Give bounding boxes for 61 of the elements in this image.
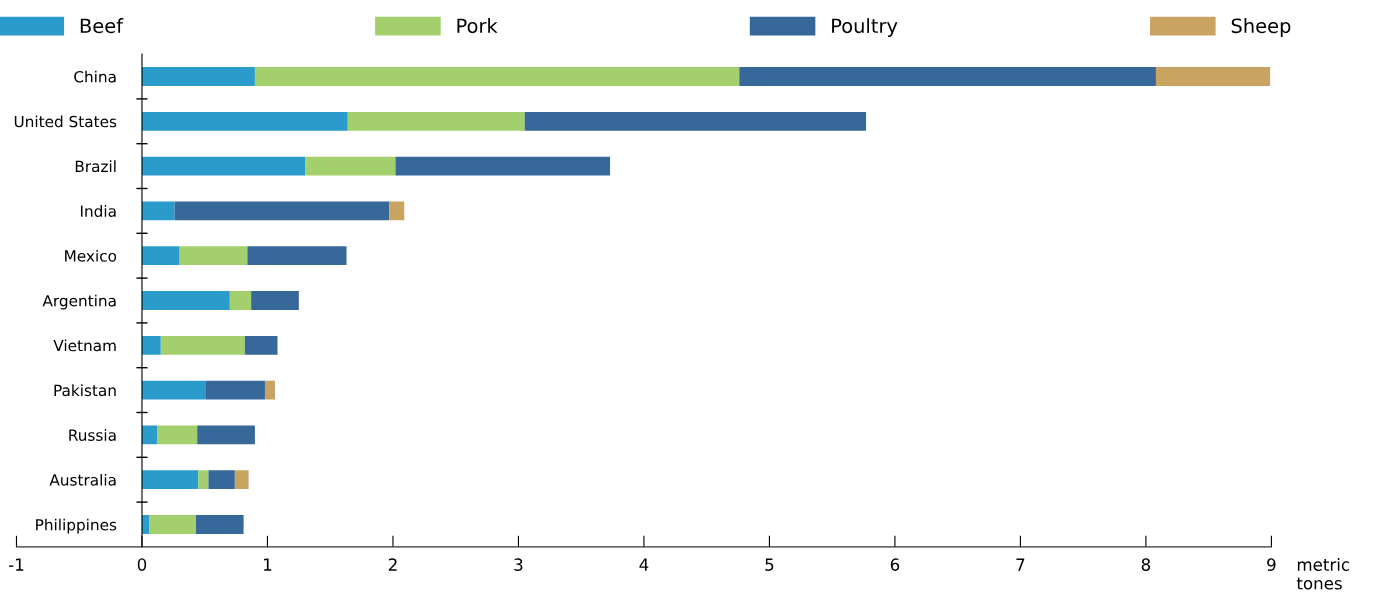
legend-label: Sheep (1231, 18, 1291, 37)
y-tick-label: China (74, 70, 116, 83)
bar (264, 380, 275, 400)
y-tick-label: Pakistan (54, 384, 116, 397)
bar (197, 425, 255, 445)
x-tick-label: 3 (514, 558, 523, 571)
x-tick-label: 6 (890, 558, 900, 571)
bar (347, 111, 525, 131)
legend-label: Poultry (832, 18, 898, 37)
x-tick-label: -1 (8, 558, 24, 571)
bar (141, 111, 348, 131)
bar (141, 246, 180, 266)
bar (174, 201, 390, 221)
y-tick-label: Argentina (42, 294, 116, 310)
x-tick-label: 9 (1267, 558, 1276, 571)
bar (395, 156, 611, 176)
legend-label: Beef (80, 18, 124, 34)
bar (141, 425, 158, 445)
bar (141, 335, 161, 355)
y-tick-label: Brazil (75, 160, 116, 173)
x-tick-label: 2 (388, 558, 397, 571)
y-tick-label: United States (14, 115, 117, 128)
legend-label: Pork (457, 18, 498, 34)
bar (141, 380, 206, 400)
bar (160, 335, 245, 355)
y-tick-label: Vietnam (53, 339, 116, 352)
bar (739, 67, 1156, 86)
y-tick-label: India (80, 205, 116, 217)
bar (234, 470, 249, 490)
bar (179, 246, 248, 266)
x-tick-label: 0 (137, 558, 147, 571)
bar (229, 291, 252, 310)
y-tick-label: Philippines (36, 518, 117, 534)
bar (141, 291, 230, 310)
y-tick-label: Mexico (65, 249, 117, 262)
bar (254, 67, 740, 86)
bar (524, 111, 867, 131)
x-axis-title: metric tones (1296, 558, 1350, 590)
bar (198, 470, 209, 490)
bar (141, 67, 255, 86)
bar (251, 291, 299, 310)
bar (141, 156, 306, 176)
bar (389, 201, 405, 221)
x-tick-label: 7 (1016, 558, 1025, 571)
x-tick-label: 4 (639, 558, 649, 571)
x-tick-label: 8 (1141, 558, 1151, 571)
x-tick-label: 5 (765, 558, 774, 571)
bar (149, 515, 196, 534)
bar (205, 380, 265, 400)
bar (141, 201, 175, 221)
bar (195, 515, 244, 534)
bar (247, 246, 347, 266)
bar (157, 425, 198, 445)
bar (1155, 67, 1271, 86)
bar (244, 335, 278, 355)
y-tick-label: Russia (69, 429, 116, 441)
y-tick-label: Australia (49, 473, 116, 486)
bar (208, 470, 235, 490)
bar (141, 470, 199, 490)
bar (305, 156, 396, 176)
x-tick-label: 1 (263, 558, 272, 571)
